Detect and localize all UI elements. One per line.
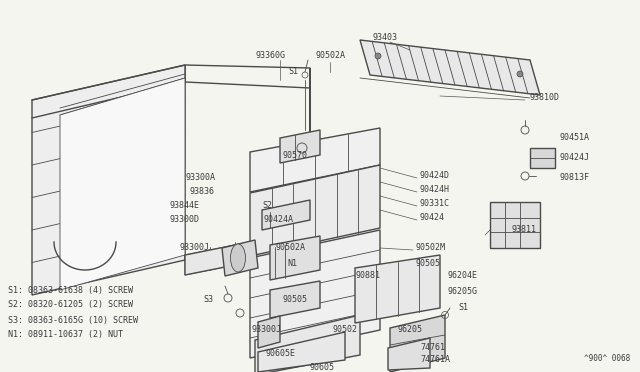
Text: 96205: 96205: [398, 326, 423, 334]
Text: 93844E: 93844E: [170, 202, 200, 211]
Polygon shape: [490, 202, 540, 248]
Text: 96204E: 96204E: [447, 272, 477, 280]
Text: 93300A: 93300A: [185, 173, 215, 183]
Text: 90505: 90505: [282, 295, 307, 305]
Polygon shape: [270, 236, 320, 280]
Ellipse shape: [230, 244, 246, 272]
Text: 90502M: 90502M: [415, 244, 445, 253]
Polygon shape: [222, 240, 258, 276]
Text: 90605: 90605: [310, 363, 335, 372]
Text: 93300J: 93300J: [180, 244, 210, 253]
Polygon shape: [280, 130, 320, 163]
Circle shape: [517, 71, 523, 77]
Text: 74761A: 74761A: [420, 356, 450, 365]
Text: N1: 08911-10637 (2) NUT: N1: 08911-10637 (2) NUT: [8, 330, 123, 340]
Polygon shape: [32, 65, 185, 295]
Text: S1: S1: [458, 304, 468, 312]
Text: 90331C: 90331C: [420, 199, 450, 208]
Text: 93300D: 93300D: [170, 215, 200, 224]
Text: 90424: 90424: [420, 212, 445, 221]
Polygon shape: [255, 315, 360, 372]
Text: 93836: 93836: [190, 187, 215, 196]
Polygon shape: [258, 316, 280, 348]
Polygon shape: [250, 128, 380, 192]
Polygon shape: [355, 255, 440, 323]
Text: 90424A: 90424A: [263, 215, 293, 224]
Circle shape: [375, 53, 381, 59]
Text: S1: 08363-61638 (4) SCREW: S1: 08363-61638 (4) SCREW: [8, 285, 133, 295]
Text: 90502A: 90502A: [315, 51, 345, 60]
Polygon shape: [185, 68, 310, 275]
Text: 93403: 93403: [372, 33, 397, 42]
Polygon shape: [60, 78, 185, 290]
Text: 90605E: 90605E: [265, 349, 295, 357]
Text: 93810D: 93810D: [530, 93, 560, 103]
Text: 90451A: 90451A: [560, 134, 590, 142]
Polygon shape: [262, 200, 310, 230]
Text: 90505: 90505: [415, 259, 440, 267]
Text: 90881: 90881: [355, 272, 381, 280]
Text: 96205G: 96205G: [447, 288, 477, 296]
Text: S2: S2: [262, 202, 272, 211]
Text: 74761: 74761: [420, 343, 445, 352]
Text: 90424H: 90424H: [420, 185, 450, 193]
Polygon shape: [250, 230, 380, 358]
Text: 93300J: 93300J: [252, 326, 282, 334]
Polygon shape: [250, 165, 380, 256]
Text: 93811: 93811: [512, 225, 537, 234]
Polygon shape: [185, 230, 310, 275]
Text: S2: 08320-61205 (2) SCREW: S2: 08320-61205 (2) SCREW: [8, 301, 133, 310]
Polygon shape: [258, 332, 345, 372]
Text: 90570: 90570: [282, 151, 307, 160]
Polygon shape: [390, 315, 445, 372]
Text: S1: S1: [288, 67, 298, 77]
Polygon shape: [530, 148, 555, 168]
Polygon shape: [270, 281, 320, 318]
Text: N1: N1: [287, 259, 297, 267]
Polygon shape: [388, 338, 430, 370]
Text: 90424D: 90424D: [420, 170, 450, 180]
Text: 90813F: 90813F: [560, 173, 590, 183]
Text: S3: S3: [203, 295, 213, 305]
Polygon shape: [360, 40, 540, 95]
Text: 90502: 90502: [333, 326, 358, 334]
Text: S3: 08363-6165G (10) SCREW: S3: 08363-6165G (10) SCREW: [8, 315, 138, 324]
Text: 90424J: 90424J: [560, 154, 590, 163]
Text: 90502A: 90502A: [275, 244, 305, 253]
Text: 93360G: 93360G: [255, 51, 285, 60]
Text: ^900^ 0068: ^900^ 0068: [584, 354, 630, 363]
